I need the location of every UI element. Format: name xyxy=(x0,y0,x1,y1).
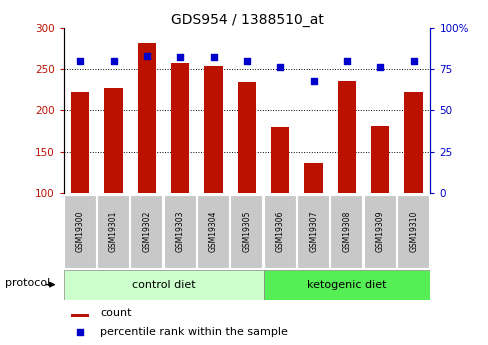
Point xyxy=(309,78,317,83)
Bar xyxy=(404,92,422,193)
Point xyxy=(409,58,417,63)
Bar xyxy=(263,195,295,268)
Bar xyxy=(171,63,189,193)
Text: GSM19306: GSM19306 xyxy=(275,210,284,252)
Bar xyxy=(329,195,362,268)
Bar xyxy=(237,82,256,193)
Text: GSM19305: GSM19305 xyxy=(242,210,251,252)
Text: GSM19302: GSM19302 xyxy=(142,210,151,252)
Text: GSM19307: GSM19307 xyxy=(308,210,318,252)
Bar xyxy=(263,270,429,299)
Text: GSM19301: GSM19301 xyxy=(109,210,118,252)
Text: GSM19303: GSM19303 xyxy=(175,210,184,252)
Bar xyxy=(230,195,262,268)
Bar xyxy=(296,195,328,268)
Bar xyxy=(97,195,129,268)
Text: protocol: protocol xyxy=(5,278,50,288)
Text: GSM19309: GSM19309 xyxy=(375,210,384,252)
Point xyxy=(209,55,217,60)
Text: percentile rank within the sample: percentile rank within the sample xyxy=(100,327,287,337)
Bar xyxy=(197,195,228,268)
Bar xyxy=(71,92,89,193)
Point xyxy=(109,58,117,63)
Bar xyxy=(71,314,89,317)
Bar xyxy=(63,270,263,299)
Text: ketogenic diet: ketogenic diet xyxy=(306,280,386,289)
Bar xyxy=(304,164,322,193)
Point xyxy=(343,58,350,63)
Point xyxy=(376,65,384,70)
Bar xyxy=(396,195,428,268)
Point xyxy=(276,65,284,70)
Text: control diet: control diet xyxy=(131,280,195,289)
Point xyxy=(76,58,84,63)
Text: GSM19310: GSM19310 xyxy=(408,210,417,252)
Bar xyxy=(270,127,289,193)
Bar xyxy=(130,195,162,268)
Bar xyxy=(204,66,223,193)
Point xyxy=(76,330,84,335)
Text: count: count xyxy=(100,308,131,318)
Bar xyxy=(363,195,395,268)
Point xyxy=(142,53,150,59)
Bar xyxy=(138,43,156,193)
Bar xyxy=(337,81,355,193)
Bar xyxy=(63,195,95,268)
Point xyxy=(176,55,184,60)
Point xyxy=(243,58,250,63)
Text: GSM19308: GSM19308 xyxy=(342,210,351,252)
Bar xyxy=(163,195,195,268)
Title: GDS954 / 1388510_at: GDS954 / 1388510_at xyxy=(170,12,323,27)
Bar xyxy=(104,88,122,193)
Text: GSM19300: GSM19300 xyxy=(76,210,84,252)
Bar xyxy=(370,126,388,193)
Text: GSM19304: GSM19304 xyxy=(209,210,218,252)
